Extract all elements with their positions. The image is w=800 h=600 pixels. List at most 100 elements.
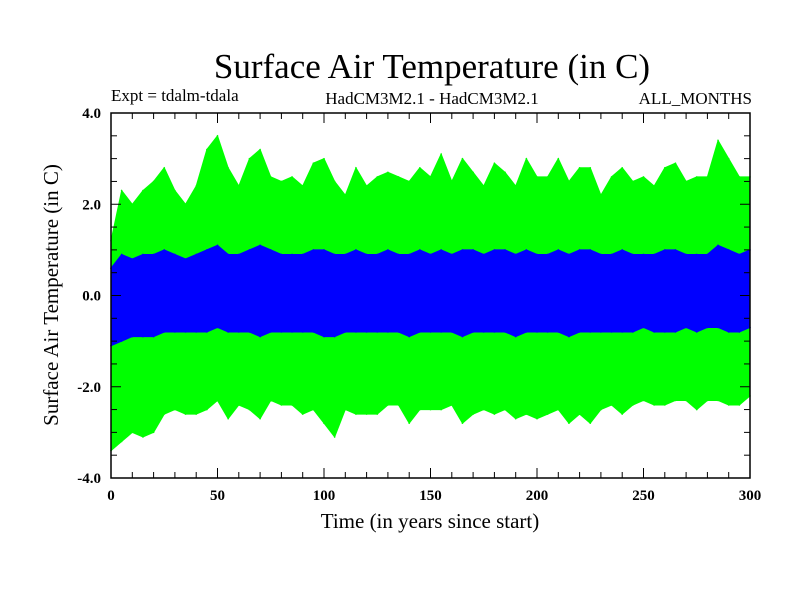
blue-min-point [653, 331, 655, 333]
blue-min-point [206, 331, 208, 333]
blue-min-point [174, 331, 176, 333]
blue-min-point [163, 331, 166, 333]
blue-max-point [142, 253, 144, 256]
blue-min-point [451, 331, 453, 333]
green-min-point [578, 413, 581, 415]
green-min-point [152, 431, 155, 434]
green-min-point [365, 413, 368, 415]
green-min-point [408, 422, 411, 425]
green-min-point [429, 408, 432, 411]
green-min-point [142, 436, 144, 438]
blue-max-point [323, 249, 325, 251]
blue-min-point [365, 331, 368, 333]
green-min-point [195, 413, 197, 415]
green-max-point [238, 185, 240, 187]
green-min-point [397, 404, 400, 406]
blue-min-point [589, 331, 592, 333]
green-min-point [706, 399, 709, 402]
blue-max-point [376, 253, 379, 256]
series-layer [110, 134, 751, 452]
x-tick-label: 200 [526, 488, 549, 504]
plot-frame [110, 112, 751, 479]
y-tick-label: 4.0 [82, 106, 101, 122]
blue-max-point [120, 253, 123, 256]
x-tick-label: 300 [739, 488, 762, 504]
green-max-point [269, 176, 272, 178]
green-min-point [174, 408, 176, 411]
green-max-point [227, 166, 229, 169]
blue-max-point [695, 253, 698, 256]
green-min-point [344, 408, 347, 411]
green-max-point [280, 180, 283, 183]
green-min-point [600, 408, 602, 411]
green-max-point [504, 171, 506, 174]
blue-min-point [291, 331, 293, 333]
green-max-point [695, 176, 698, 178]
blue-min-point [461, 335, 464, 338]
blue-range-band [110, 244, 751, 347]
green-min-point [557, 408, 560, 411]
blue-max-point [163, 249, 166, 251]
blue-max-point [674, 249, 677, 251]
subtitle-expt: Expt = tdalm-tdala [111, 86, 239, 105]
blue-min-point [419, 331, 421, 333]
green-max-point [461, 157, 464, 160]
blue-max-point [355, 249, 357, 251]
blue-min-point [600, 331, 602, 333]
blue-min-point [408, 335, 411, 338]
green-min-point [525, 413, 528, 415]
green-max-point [717, 139, 719, 142]
blue-min-point [397, 331, 400, 333]
green-min-point [461, 422, 464, 425]
green-min-point [206, 408, 208, 411]
green-min-point [482, 408, 485, 411]
blue-max-point [482, 253, 485, 256]
blue-min-point [440, 331, 442, 333]
blue-min-point [259, 335, 261, 338]
green-max-point [451, 180, 453, 183]
green-min-point [184, 413, 187, 415]
blue-max-point [387, 249, 389, 251]
x-tick-labels: 0 50 100 150 200 250 300 [107, 488, 761, 504]
blue-max-point [365, 253, 368, 256]
blue-max-point [632, 253, 634, 256]
green-max-point [642, 176, 645, 178]
green-max-point [259, 148, 261, 151]
x-axis-label: Time (in years since start) [321, 509, 540, 533]
blue-min-point [472, 331, 474, 333]
blue-max-point [248, 249, 251, 251]
blue-max-point [216, 244, 219, 247]
green-min-point [216, 399, 219, 402]
green-min-point [664, 404, 666, 406]
green-min-point [536, 417, 538, 420]
green-max-point [163, 166, 166, 169]
green-min-point [376, 413, 379, 415]
blue-min-point [621, 331, 623, 333]
green-max-point [632, 180, 634, 183]
subtitle-models: HadCM3M2.1 - HadCM3M2.1 [325, 89, 538, 108]
blue-max-point [451, 253, 453, 256]
blue-max-point [461, 249, 464, 251]
green-min-point [695, 408, 698, 411]
blue-max-point [717, 244, 719, 247]
blue-min-point [557, 331, 560, 333]
blue-min-point [632, 331, 634, 333]
green-max-point [142, 189, 144, 192]
blue-max-point [514, 253, 517, 256]
green-max-point [195, 185, 197, 187]
green-min-point [323, 422, 325, 425]
chart-title: Surface Air Temperature (in C) [214, 47, 650, 86]
green-min-point [589, 422, 592, 425]
green-max-point [323, 157, 325, 160]
y-axis-label: Surface Air Temperature (in C) [39, 164, 63, 426]
blue-max-point [312, 249, 315, 251]
green-min-point [451, 404, 453, 406]
x-tick-label: 0 [107, 488, 115, 504]
blue-min-point [493, 331, 496, 333]
green-min-point [163, 413, 166, 415]
blue-min-point [664, 331, 666, 333]
green-max-point [344, 194, 347, 196]
green-min-point [727, 404, 730, 406]
blue-min-point [301, 331, 304, 333]
blue-max-point [344, 253, 347, 256]
